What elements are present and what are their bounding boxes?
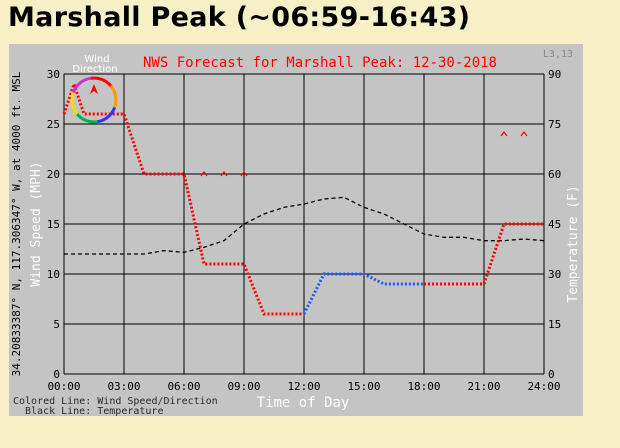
chart-panel: NWS Forecast for Marshall Peak: 12-30-20… [9, 44, 583, 416]
gust-marker [520, 131, 528, 137]
gust-marker [200, 171, 208, 177]
y-left-tick-label: 15 [47, 218, 60, 231]
wind-direction-label-2: Direction [72, 64, 117, 75]
gust-markers [200, 131, 528, 177]
legend-line-temperature: Black Line: Temperature [25, 406, 163, 416]
x-tick-label: 18:00 [407, 380, 440, 393]
wind-temperature-chart: NWS Forecast for Marshall Peak: 12-30-20… [10, 49, 581, 416]
y-right-tick-label: 45 [548, 218, 561, 231]
y-axis-left-label: Wind Speed (MPH) [29, 161, 44, 286]
y-right-tick-label: 15 [548, 318, 561, 331]
y-left-tick-label: 5 [53, 318, 60, 331]
y-right-tick-label: 60 [548, 168, 561, 181]
x-tick-label: 24:00 [527, 380, 560, 393]
x-tick-label: 15:00 [347, 380, 380, 393]
gust-marker [220, 171, 228, 177]
legend-line-wind: Colored Line: Wind Speed/Direction [13, 396, 218, 407]
wind-speed-line-segment [302, 272, 424, 315]
y-left-tick-label: 20 [47, 168, 60, 181]
y-left-tick-label: 30 [47, 68, 60, 81]
gust-marker [240, 171, 248, 177]
gust-marker [500, 131, 508, 137]
x-tick-labels: 00:00 03:00 06:00 09:00 12:00 15:00 18:00 21:00… [47, 380, 560, 393]
wind-direction-label-1: Wind [84, 54, 109, 65]
x-tick-label: 03:00 [107, 380, 140, 393]
y-left-tick-label: 25 [47, 118, 60, 131]
x-axis-label: Time of Day [257, 395, 350, 411]
y-right-tick-label: 90 [548, 68, 561, 81]
x-tick-label: 00:00 [47, 380, 80, 393]
temperature-line [64, 196, 545, 255]
y-right-tick-label: 75 [548, 118, 561, 131]
y-right-tick-label: 30 [548, 268, 561, 281]
chart-title: NWS Forecast for Marshall Peak: 12-30-20… [143, 55, 497, 71]
wind-speed-line-segment [424, 222, 544, 286]
series-layer [62, 79, 545, 316]
x-tick-label: 21:00 [467, 380, 500, 393]
x-tick-label: 12:00 [287, 380, 320, 393]
y-right-tick-label: 0 [548, 368, 555, 381]
corner-label: L3,13 [543, 49, 573, 60]
y-axis-location-label: 34.20833387° N, 117.306347° W, at 4000 f… [10, 71, 23, 376]
y-axis-right-label: Temperature (F) [566, 185, 581, 302]
y-right-tick-labels: 0 15 30 45 60 75 90 [548, 68, 561, 381]
page-title: Marshall Peak (~06:59-16:43) [8, 2, 471, 33]
wind-speed-line-segment [62, 79, 304, 316]
wind-direction-compass: Wind Direction [70, 54, 118, 124]
grid [63, 73, 545, 375]
x-tick-label: 06:00 [167, 380, 200, 393]
y-left-tick-labels: 0 5 10 15 20 25 30 [47, 68, 60, 381]
wind-direction-arrow-icon [90, 84, 98, 94]
y-left-tick-label: 0 [53, 368, 60, 381]
y-left-tick-label: 10 [47, 268, 60, 281]
x-tick-label: 09:00 [227, 380, 260, 393]
